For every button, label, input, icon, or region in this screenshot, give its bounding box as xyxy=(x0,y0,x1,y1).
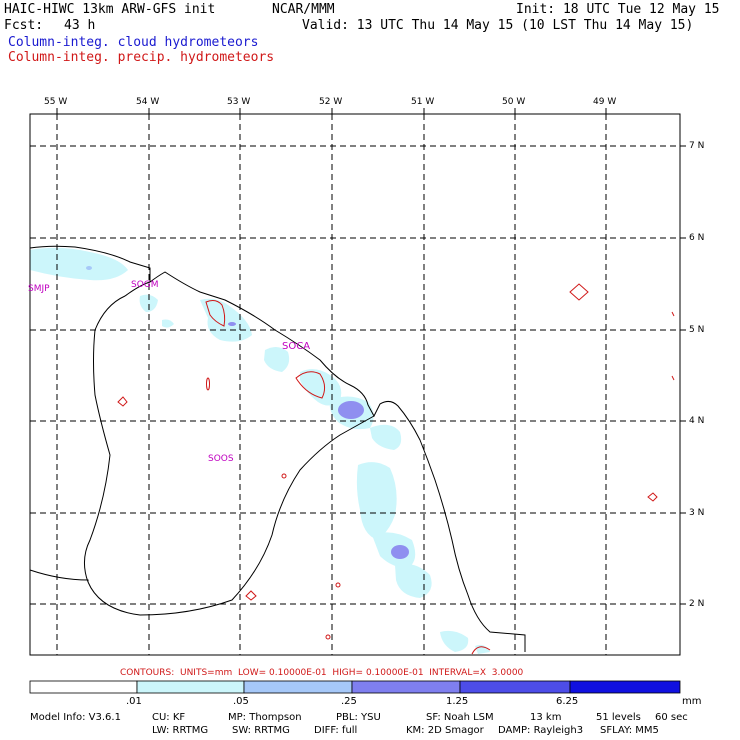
lat-label: 2 N xyxy=(689,599,705,609)
footer-item: KM: 2D Smagor xyxy=(406,725,484,736)
init-time: Init: 18 UTC Tue 12 May 15 xyxy=(516,2,720,17)
lon-label: 50 W xyxy=(502,97,526,107)
footer-item: CU: KF xyxy=(152,712,186,723)
colorbar-tick-label: 6.25 xyxy=(556,696,579,707)
footer-item: DAMP: Rayleigh3 xyxy=(498,725,584,736)
lat-label: 4 N xyxy=(689,416,705,426)
lon-label: 52 W xyxy=(319,97,343,107)
cloud-shading xyxy=(30,247,490,654)
lat-label: 6 N xyxy=(689,233,705,243)
lon-label: 51 W xyxy=(411,97,435,107)
legend-cloud: Column-integ. cloud hydrometeors xyxy=(8,35,259,50)
lon-label: 53 W xyxy=(227,97,251,107)
footer-item: SFLAY: MM5 xyxy=(600,725,659,736)
footer-item: SW: RRTMG xyxy=(232,725,290,736)
lon-label: 49 W xyxy=(593,97,617,107)
colorbar-tick-label: .25 xyxy=(341,696,357,707)
station-soos: SOOS xyxy=(208,454,234,464)
org-label: NCAR/MMM xyxy=(272,2,335,17)
lat-label: 7 N xyxy=(689,141,705,151)
station-smjp: SMJP xyxy=(28,284,50,294)
colorbar-tick-label: .01 xyxy=(126,696,142,707)
lat-label: 3 N xyxy=(689,508,705,518)
valid-time: Valid: 13 UTC Thu 14 May 15 (10 LST Thu … xyxy=(302,18,694,33)
legend-precip: Column-integ. precip. hydrometeors xyxy=(8,50,275,65)
cloud-shading-heavy xyxy=(228,322,409,559)
model-title: HAIC-HIWC 13km ARW-GFS init xyxy=(4,2,216,17)
footer-item: LW: RRTMG xyxy=(152,725,209,736)
station-soca: SOCA xyxy=(282,341,311,352)
colorbar-tick-label: 1.25 xyxy=(446,696,469,707)
fcst-value: 43 h xyxy=(64,18,96,33)
footer-item: PBL: YSU xyxy=(336,712,381,723)
footer-item: 51 levels xyxy=(596,712,641,723)
precip-contours xyxy=(117,283,675,655)
footer-item: 13 km xyxy=(530,712,562,723)
lat-label: 5 N xyxy=(689,325,705,335)
fcst-label: Fcst: xyxy=(4,18,44,33)
colorbar-units: mm xyxy=(682,696,702,707)
lon-label: 55 W xyxy=(44,97,68,107)
contour-info: CONTOURS: UNITS=mm LOW= 0.10000E-01 HIGH… xyxy=(120,668,524,678)
lon-label: 54 W xyxy=(136,97,160,107)
footer-item: SF: Noah LSM xyxy=(426,712,494,723)
map-frame xyxy=(29,113,681,656)
footer-item: MP: Thompson xyxy=(228,712,302,723)
footer-item: 60 sec xyxy=(655,712,688,723)
station-sogm: SOGM xyxy=(131,280,159,290)
colorbar-tick-label: .05 xyxy=(233,696,249,707)
lat-lon-grid xyxy=(30,114,680,655)
coastlines xyxy=(29,245,526,652)
footer-item: DIFF: full xyxy=(314,725,358,736)
footer-item: Model Info: V3.6.1 xyxy=(30,712,121,723)
